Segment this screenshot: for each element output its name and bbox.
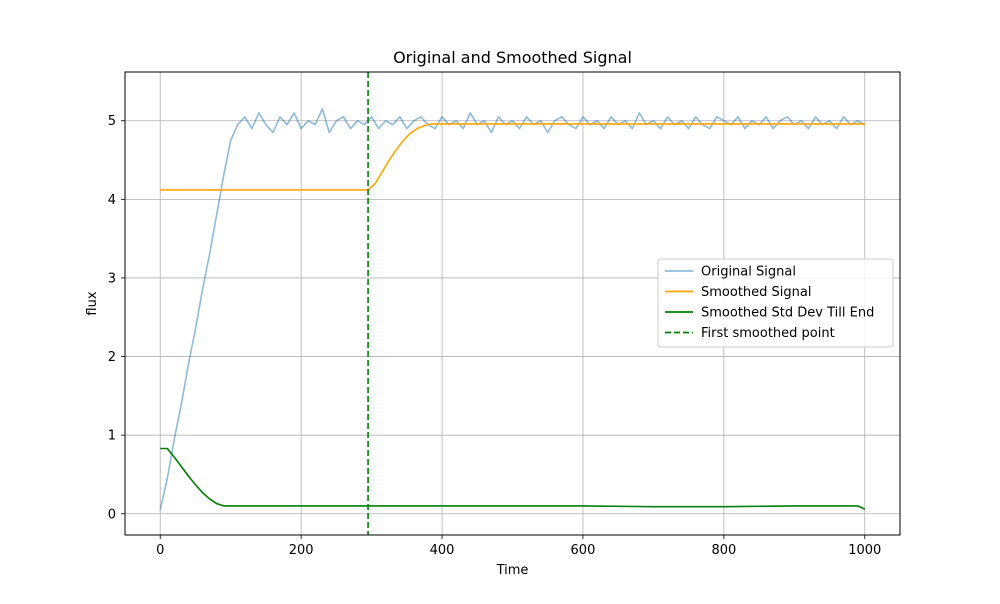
y-tick-label: 4 [108, 193, 116, 208]
legend-box [657, 258, 894, 348]
y-tick-label: 0 [108, 507, 116, 522]
x-tick-label: 400 [430, 543, 455, 558]
legend-label: Smoothed Std Dev Till End [701, 306, 874, 321]
plot-frame [124, 71, 901, 536]
series-line-2 [160, 447, 866, 510]
x-axis-ticks: 0 200 400 600 800 1000 [156, 535, 881, 558]
y-tick-label: 5 [108, 114, 116, 129]
x-tick-label: 800 [711, 543, 736, 558]
legend-label: First smoothed point [701, 326, 835, 341]
x-tick-label: 0 [156, 543, 164, 558]
series-line-1 [160, 123, 865, 191]
x-axis-label: Time [496, 563, 529, 578]
x-tick-label: 1000 [848, 543, 881, 558]
series-line-0 [159, 108, 866, 510]
y-axis-ticks: 0 1 2 3 4 5 [108, 114, 125, 522]
y-tick-label: 3 [108, 271, 116, 286]
legend-label: Original Signal [701, 265, 796, 280]
y-tick-label: 2 [108, 350, 116, 365]
plot-series-group [159, 72, 866, 535]
x-tick-label: 600 [571, 543, 596, 558]
y-axis-label: flux [85, 291, 100, 315]
y-tick-label: 1 [108, 429, 116, 444]
x-tick-label: 200 [289, 543, 314, 558]
legend: Original Signal Smoothed Signal Smoothed S… [657, 258, 894, 348]
chart-title: Original and Smoothed Signal [393, 48, 632, 67]
legend-label: Smoothed Signal [701, 285, 811, 300]
